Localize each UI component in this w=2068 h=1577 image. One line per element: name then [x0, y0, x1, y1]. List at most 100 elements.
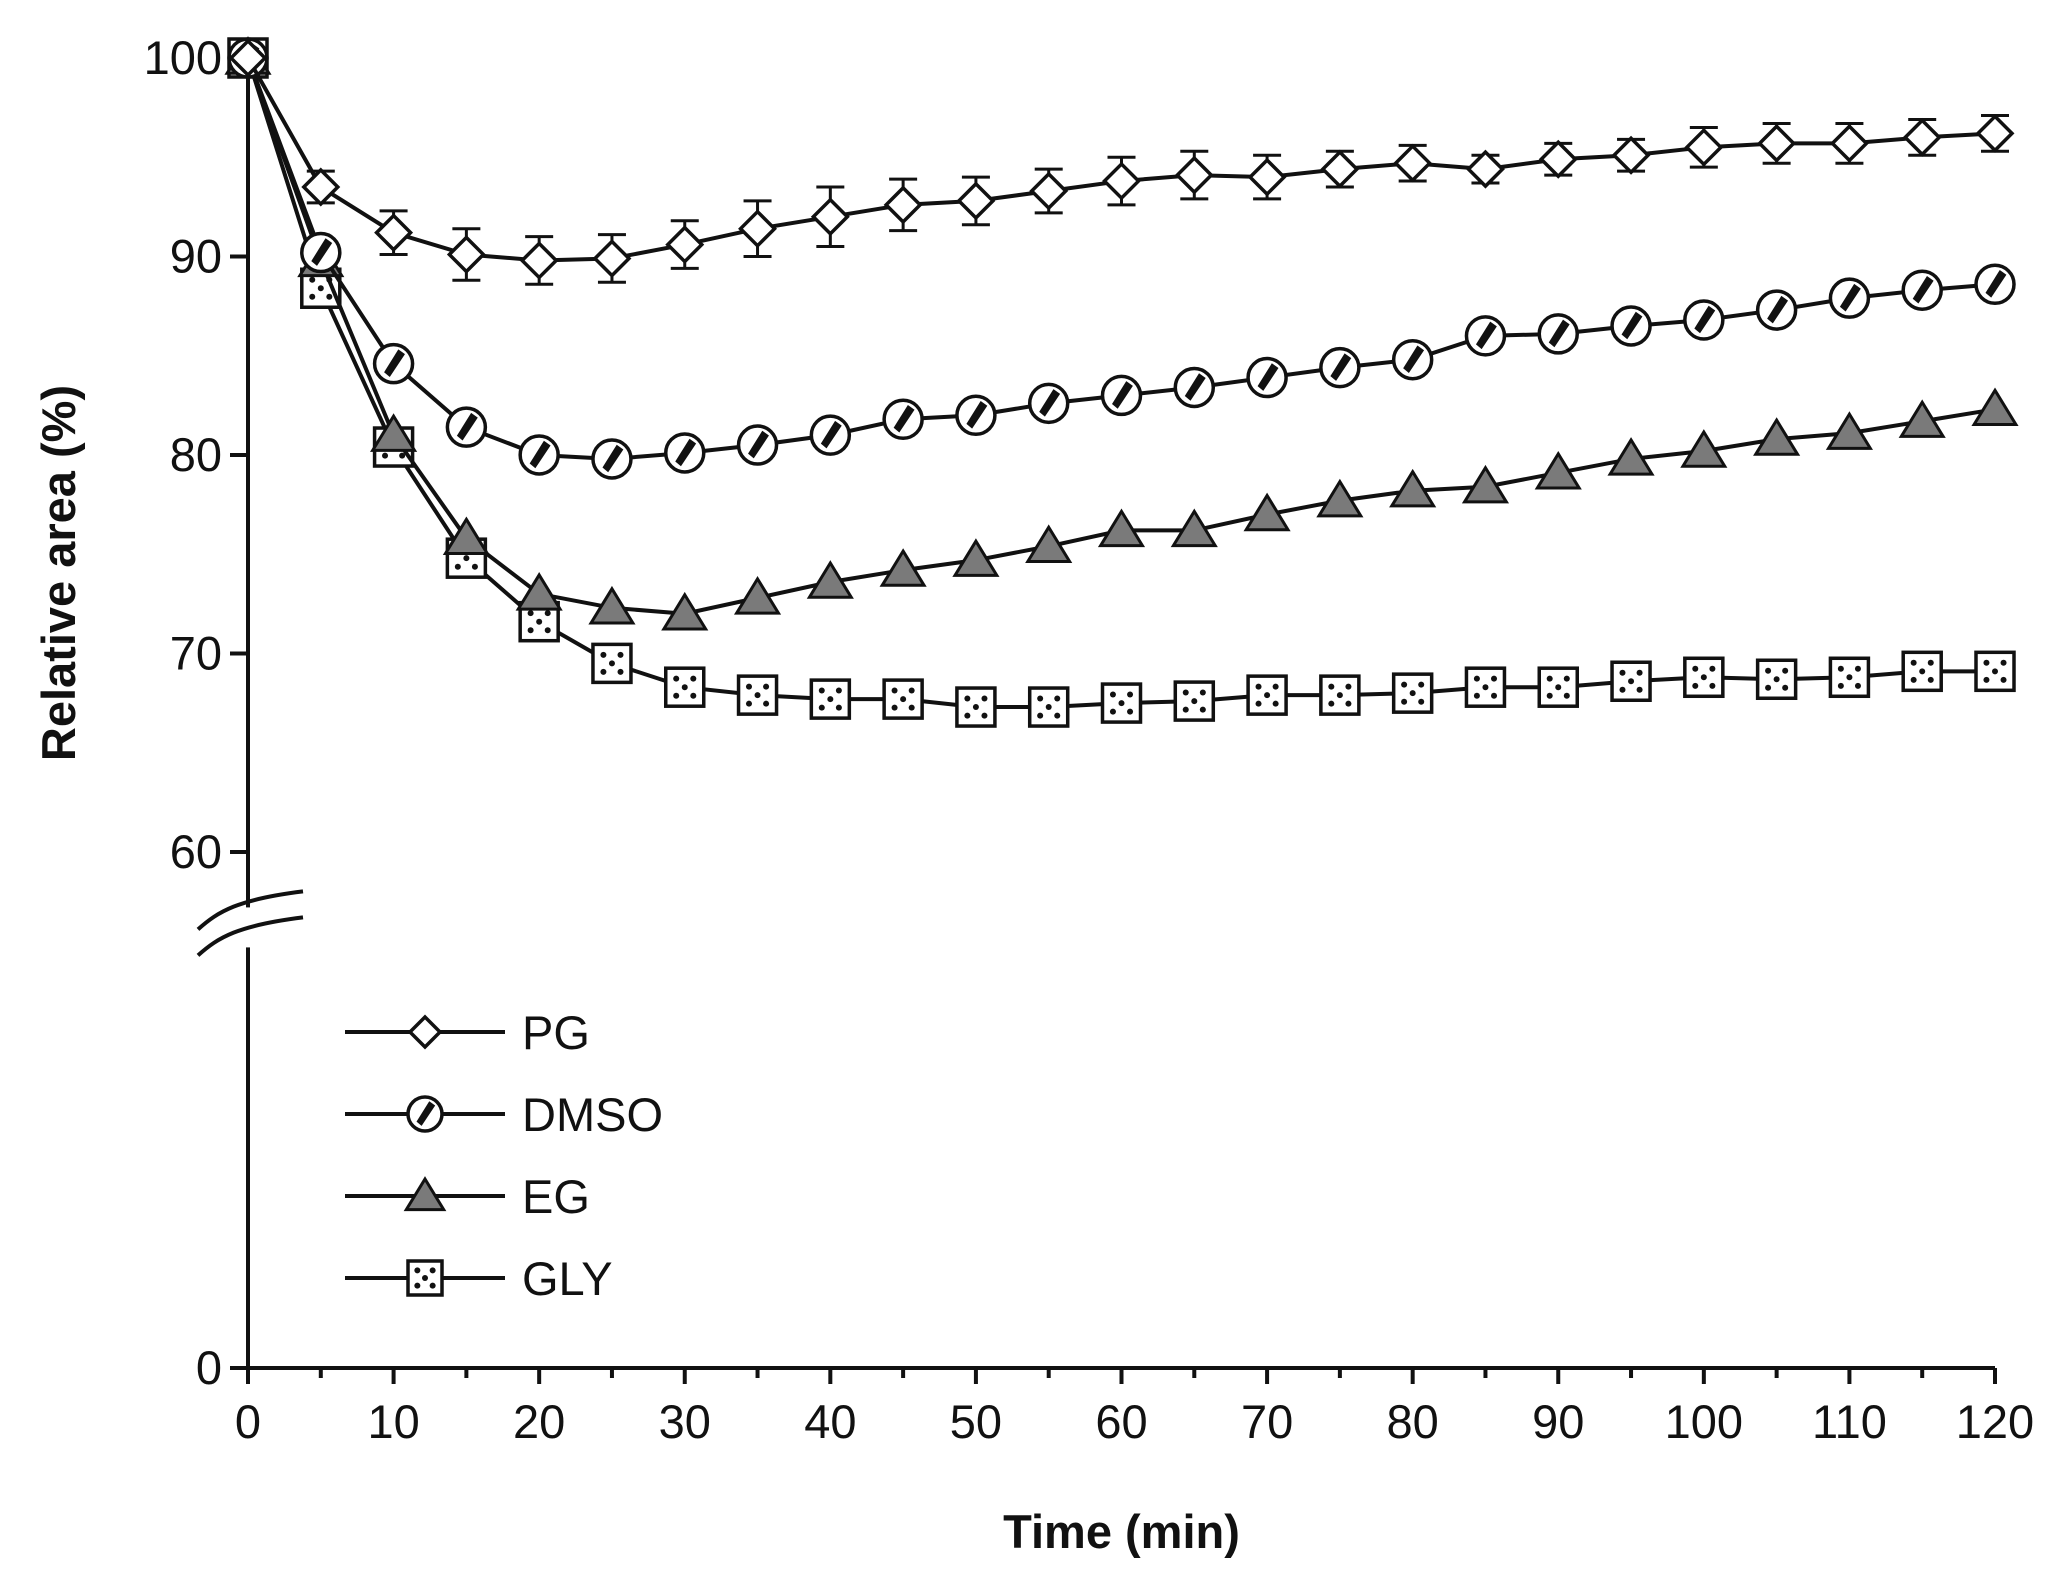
data-point [733, 576, 782, 615]
series-eg [224, 36, 2019, 631]
x-tick-label: 40 [804, 1395, 856, 1448]
data-point [1684, 127, 1724, 167]
square-dot [1919, 668, 1926, 675]
square-dot [1782, 684, 1789, 691]
y-axis-title: Relative area (%) [32, 385, 85, 761]
x-tick-label: 0 [235, 1395, 261, 1448]
square-dot [1345, 700, 1352, 707]
square-dot [1127, 691, 1134, 698]
square-dot [754, 692, 761, 699]
square-dot [1910, 659, 1917, 666]
square-dot [414, 1267, 421, 1274]
legend-item-pg: PG [345, 1006, 590, 1059]
square-dot [1037, 695, 1044, 702]
data-point [1901, 650, 1943, 693]
circle-hatch [456, 412, 478, 441]
data-point [806, 560, 854, 599]
data-point [1316, 478, 1364, 518]
square-dot [1054, 695, 1061, 702]
data-point [736, 674, 779, 716]
data-point [1902, 117, 1942, 157]
data-point [1974, 263, 2016, 306]
circle-hatch [820, 420, 842, 449]
data-point [1757, 123, 1797, 163]
x-tick-label: 70 [1241, 1395, 1293, 1448]
square-dot [827, 696, 834, 703]
square-dot [1546, 692, 1553, 699]
data-point [1246, 356, 1288, 399]
square-dot [1255, 700, 1262, 707]
square-dot [1837, 682, 1844, 689]
square-dot [600, 651, 607, 658]
axis-break-mark [196, 889, 304, 957]
data-point [1100, 374, 1143, 417]
square-dot [1846, 674, 1853, 681]
data-point [1753, 417, 1801, 456]
square-dot [1199, 689, 1206, 696]
data-point [1538, 139, 1578, 179]
data-point [1465, 149, 1505, 189]
circle-hatch [748, 430, 769, 459]
axis-break-line [196, 889, 304, 931]
circle-hatch [1767, 295, 1789, 324]
data-point [1755, 289, 1798, 331]
circle-hatch [1330, 353, 1352, 381]
square-dot [527, 610, 534, 617]
square-dot [1037, 712, 1044, 719]
square-dot [891, 704, 898, 711]
data-point [1170, 508, 1218, 548]
square-dot [1054, 712, 1061, 719]
circle-hatch [1621, 311, 1643, 340]
square-dot [309, 293, 316, 300]
circle-hatch [311, 238, 333, 266]
square-dot [1837, 665, 1844, 672]
square-dot [544, 627, 551, 634]
data-point [1974, 650, 2016, 693]
data-point [1102, 161, 1141, 201]
square-dot [818, 687, 825, 694]
data-point [588, 585, 636, 625]
square-dot [1563, 675, 1570, 682]
data-point [1100, 682, 1143, 724]
data-point [664, 666, 706, 708]
x-tick-label: 110 [1812, 1395, 1887, 1448]
x-tick-label: 30 [659, 1395, 711, 1448]
data-point [1174, 155, 1214, 195]
circle-hatch [1548, 319, 1570, 348]
y-tick-label: 90 [170, 229, 222, 282]
data-point [956, 181, 996, 221]
square-outline [1391, 672, 1434, 714]
data-point [591, 438, 633, 480]
circle-hatch [1257, 363, 1279, 391]
square-outline [1683, 656, 1725, 699]
data-point [1393, 143, 1433, 183]
square-outline [406, 1259, 444, 1297]
square-dot [1927, 659, 1934, 666]
data-point [1461, 464, 1510, 504]
square-dot [309, 276, 316, 283]
y-tick-label: 70 [170, 626, 222, 679]
square-dot [1109, 691, 1116, 698]
square-dot [981, 712, 988, 719]
square-dot [536, 618, 543, 625]
data-point [1464, 666, 1507, 708]
y-tick-label: 80 [170, 428, 222, 481]
square-dot [1109, 708, 1116, 715]
square-dot [1692, 665, 1699, 672]
legend-marker [403, 1176, 447, 1212]
square-dot [1199, 706, 1206, 713]
data-point [515, 572, 563, 611]
data-point [664, 432, 706, 474]
square-dot [326, 293, 333, 300]
data-point [661, 591, 709, 631]
square-dot [1773, 676, 1780, 683]
data-point [955, 394, 997, 437]
data-point [1391, 672, 1434, 714]
square-dot [1854, 682, 1861, 689]
square-dot [1127, 708, 1134, 715]
square-dot [1482, 684, 1489, 691]
square-dot [673, 675, 680, 682]
square-dot [1255, 683, 1262, 690]
data-point [1680, 429, 1728, 468]
